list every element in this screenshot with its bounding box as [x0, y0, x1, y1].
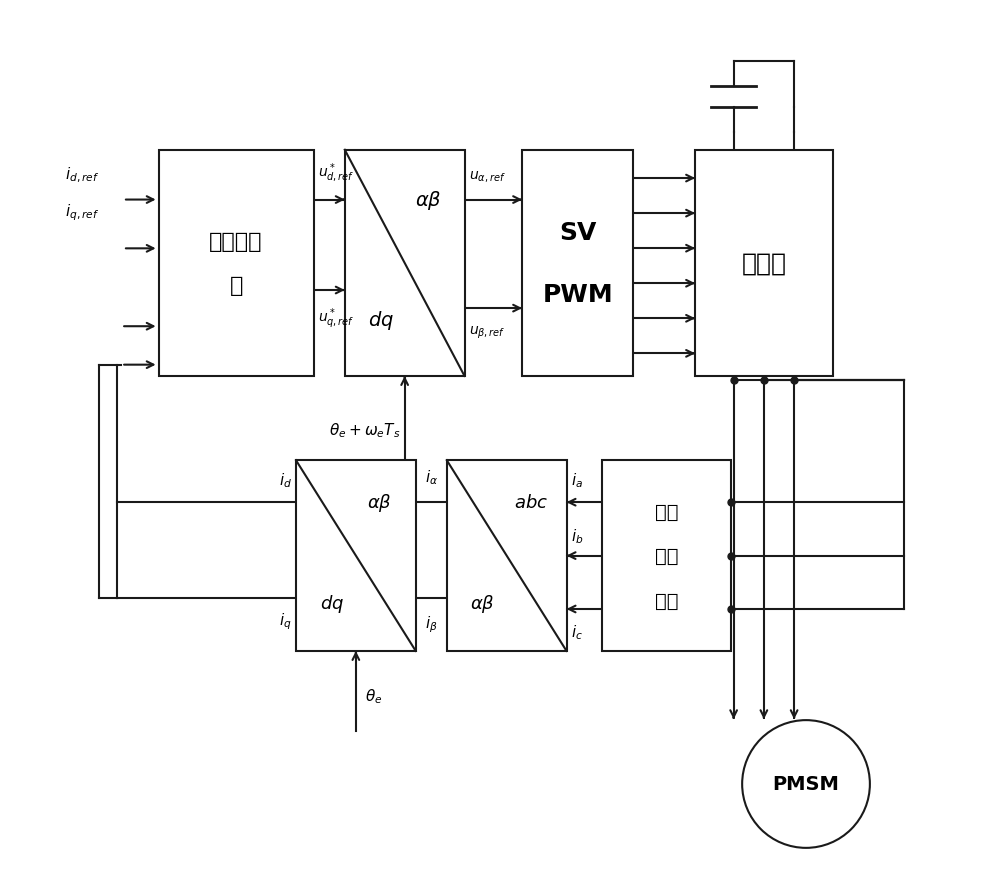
Text: $i_{d,ref}$: $i_{d,ref}$ [65, 165, 100, 184]
Bar [447, 461, 567, 651]
Bar [695, 151, 833, 377]
Text: $\alpha\beta$: $\alpha\beta$ [367, 492, 392, 514]
Text: $u_{\alpha,ref}$: $u_{\alpha,ref}$ [469, 169, 506, 184]
Text: $dq$: $dq$ [320, 593, 344, 615]
Text: $u_{\beta,ref}$: $u_{\beta,ref}$ [469, 325, 506, 341]
Text: $i_a$: $i_a$ [571, 470, 583, 489]
Circle shape [742, 720, 870, 848]
Text: $i_q$: $i_q$ [279, 611, 292, 632]
Bar [522, 151, 633, 377]
Text: $abc$: $abc$ [514, 494, 548, 511]
Text: $dq$: $dq$ [368, 308, 394, 331]
Text: $i_{q,ref}$: $i_{q,ref}$ [65, 202, 100, 222]
Text: $i_b$: $i_b$ [571, 526, 583, 546]
Text: $i_d$: $i_d$ [279, 470, 292, 489]
Text: 器: 器 [229, 276, 243, 296]
Text: $u^*_{q,ref}$: $u^*_{q,ref}$ [318, 307, 355, 331]
Text: 采样: 采样 [655, 591, 678, 610]
Text: $\alpha\beta$: $\alpha\beta$ [470, 593, 495, 615]
Text: $\alpha\beta$: $\alpha\beta$ [415, 189, 442, 212]
Text: 电流: 电流 [655, 547, 678, 565]
Bar [296, 461, 416, 651]
Text: $\theta_e + \omega_e T_s$: $\theta_e + \omega_e T_s$ [329, 420, 400, 439]
Text: $i_\beta$: $i_\beta$ [425, 614, 438, 634]
Text: $i_\alpha$: $i_\alpha$ [425, 468, 438, 486]
Text: $i_c$: $i_c$ [571, 623, 583, 641]
Text: 电流控制: 电流控制 [209, 231, 263, 252]
Text: $\theta_e$: $\theta_e$ [365, 686, 382, 705]
Text: PWM: PWM [542, 283, 613, 307]
Text: PMSM: PMSM [773, 774, 839, 794]
Bar [345, 151, 465, 377]
Bar [159, 151, 314, 377]
Text: 逆变器: 逆变器 [741, 252, 786, 276]
Bar [602, 461, 731, 651]
Text: 定子: 定子 [655, 502, 678, 521]
Text: $u^*_{d,ref}$: $u^*_{d,ref}$ [318, 161, 355, 184]
Text: SV: SV [559, 221, 596, 245]
